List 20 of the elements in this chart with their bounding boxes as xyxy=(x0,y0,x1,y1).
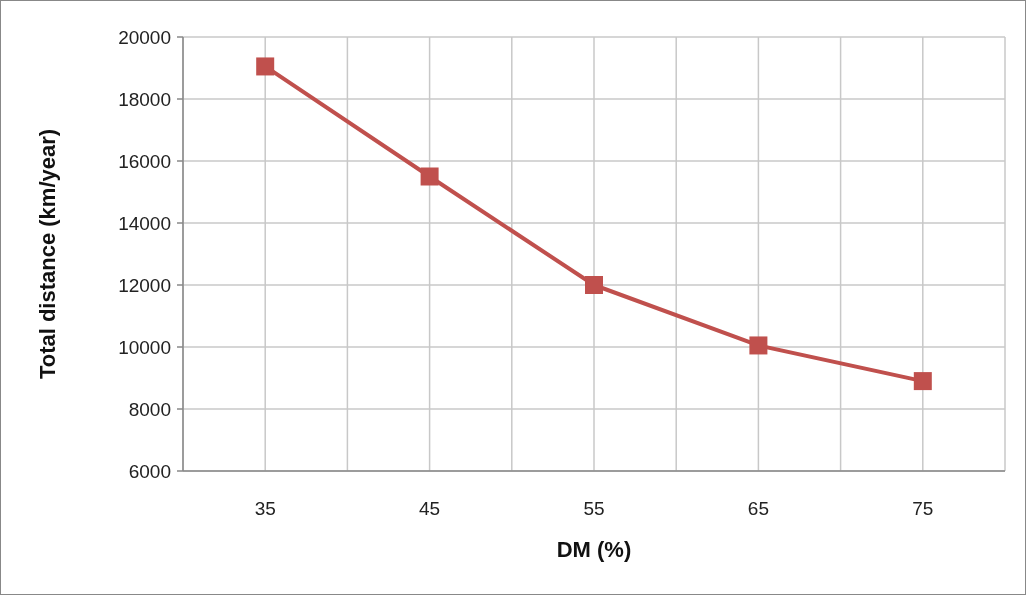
point xyxy=(585,276,603,294)
y-tick-label: 8000 xyxy=(128,398,171,420)
x-tick-label: 65 xyxy=(747,498,769,519)
y-axis-title: Total distance (km/year) xyxy=(35,128,60,380)
y-tick-label: 6000 xyxy=(128,460,171,482)
y-tick-label: 10000 xyxy=(118,336,171,358)
x-axis-title: DM (%) xyxy=(556,537,632,562)
y-tick-label: 18000 xyxy=(118,88,171,110)
point xyxy=(420,167,439,186)
point xyxy=(749,336,768,355)
x-tick-label: 55 xyxy=(583,498,605,519)
point xyxy=(913,372,932,391)
y-tick-label: 14000 xyxy=(118,212,171,234)
y-tick-label: 12000 xyxy=(118,274,171,296)
x-tick-label: 35 xyxy=(254,498,276,519)
y-tick-label: 20000 xyxy=(118,26,171,48)
y-tick-label: 16000 xyxy=(118,150,171,172)
point xyxy=(256,57,275,76)
x-tick-label: 45 xyxy=(419,498,441,519)
x-tick-label: 75 xyxy=(912,498,934,519)
